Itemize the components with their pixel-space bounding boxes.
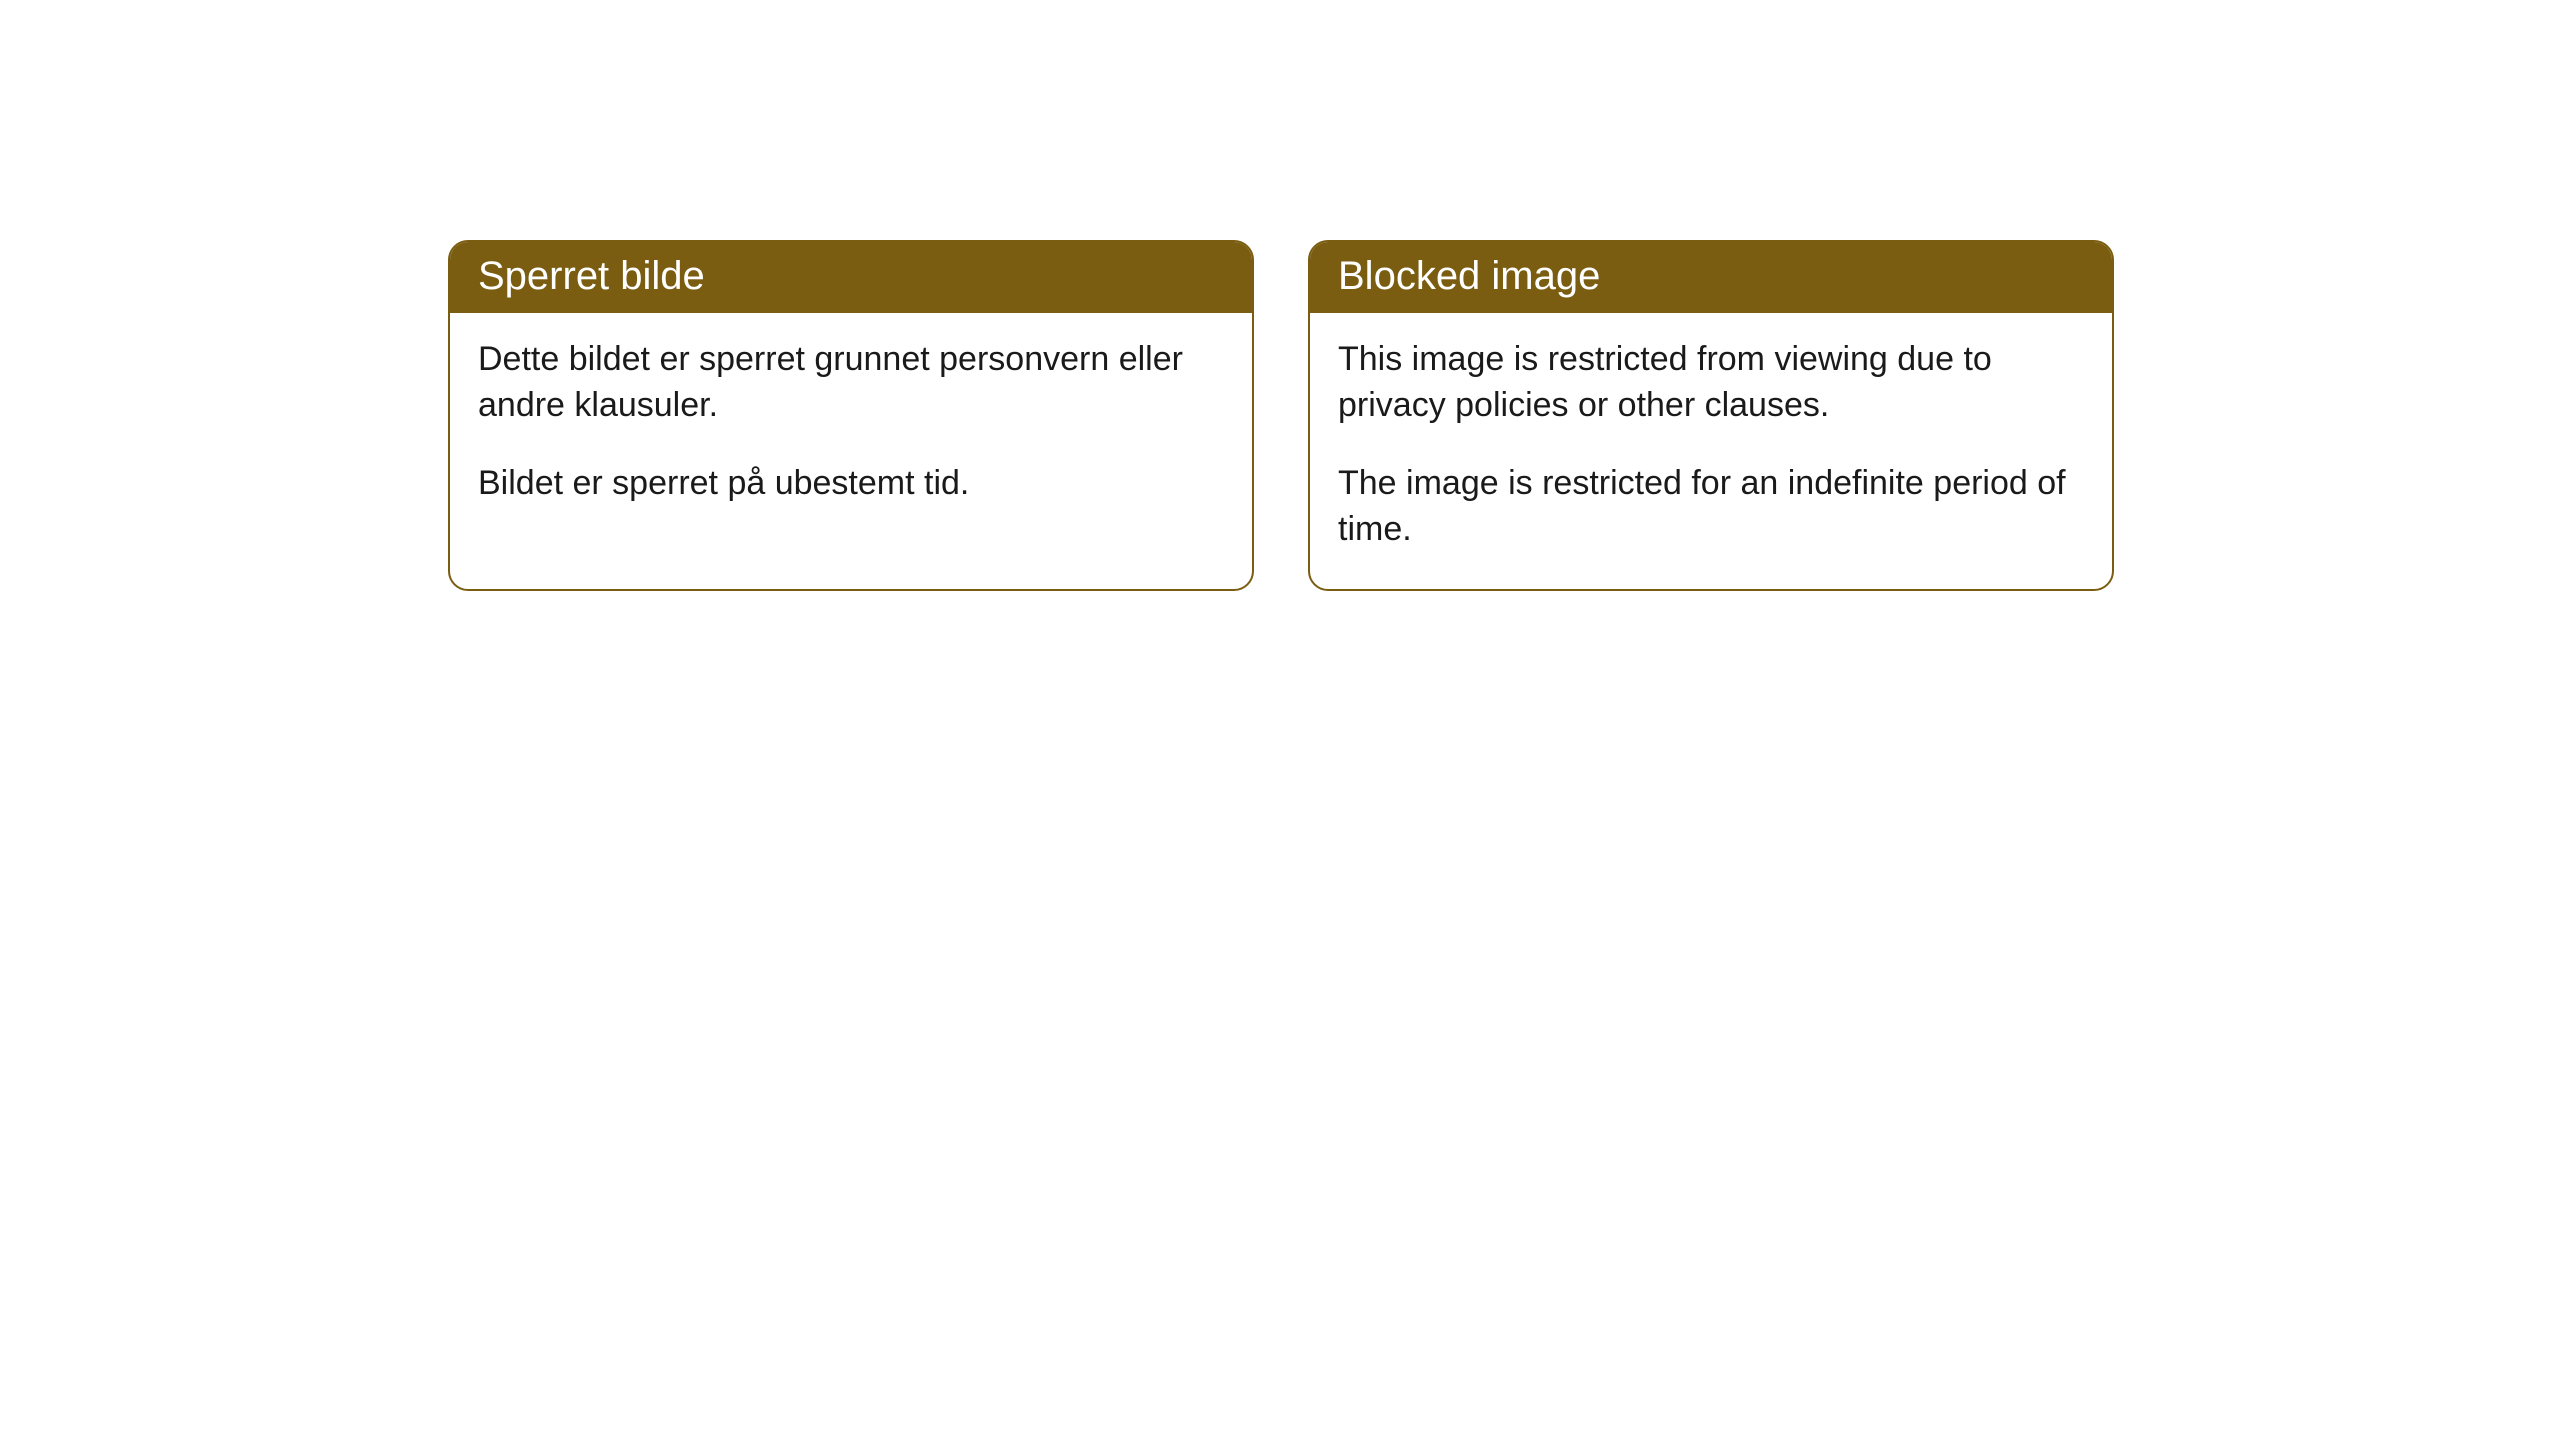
notice-cards-container: Sperret bilde Dette bildet er sperret gr… [0, 0, 2560, 591]
card-paragraph: Bildet er sperret på ubestemt tid. [478, 461, 1224, 507]
blocked-image-card-no: Sperret bilde Dette bildet er sperret gr… [448, 240, 1254, 591]
card-title: Sperret bilde [450, 242, 1252, 313]
card-body: Dette bildet er sperret grunnet personve… [450, 313, 1252, 543]
card-body: This image is restricted from viewing du… [1310, 313, 2112, 589]
card-paragraph: Dette bildet er sperret grunnet personve… [478, 337, 1224, 429]
card-paragraph: The image is restricted for an indefinit… [1338, 461, 2084, 553]
blocked-image-card-en: Blocked image This image is restricted f… [1308, 240, 2114, 591]
card-title: Blocked image [1310, 242, 2112, 313]
card-paragraph: This image is restricted from viewing du… [1338, 337, 2084, 429]
